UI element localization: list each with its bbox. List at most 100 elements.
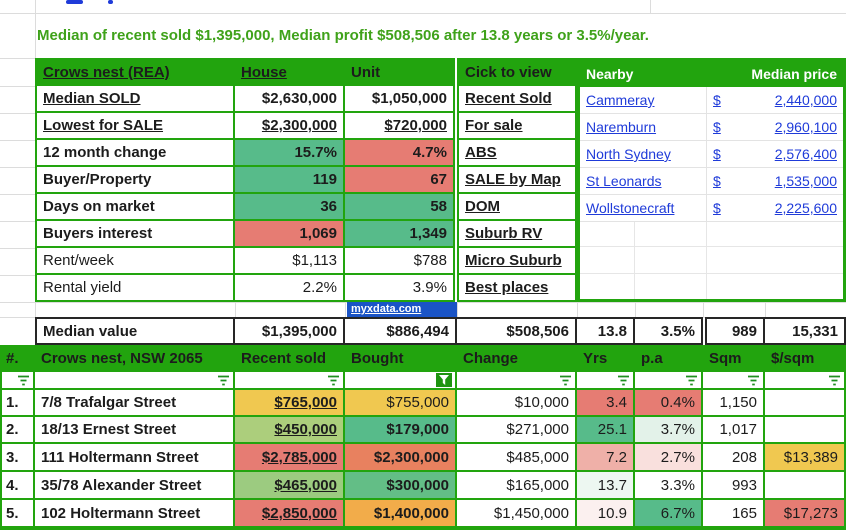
currency-symbol: $ [713, 119, 721, 135]
stat-house-median-sold: $2,630,000 [235, 86, 345, 113]
stat-unit-days-on-market: 58 [345, 194, 455, 221]
change-value: $165,000 [457, 472, 577, 500]
median-bought: $886,494 [345, 319, 457, 345]
stats-title-link[interactable]: Crows nest (REA) [37, 60, 235, 86]
yrs-value: 25.1 [577, 417, 635, 444]
link-best-places[interactable]: Best places [459, 275, 577, 302]
pa-value: 2.7% [635, 444, 703, 472]
pa-value: 3.3% [635, 472, 703, 500]
stat-label-days-on-market: Days on market [37, 194, 235, 221]
nearby-link-wollstonecraft[interactable]: Wollstonecraft [580, 195, 707, 222]
recent-sold-price-link[interactable]: $2,850,000 [235, 500, 345, 528]
col-header-yrs: Yrs [577, 347, 635, 372]
nearby-link-st-leonards[interactable]: St Leonards [580, 168, 707, 195]
filter-icon[interactable] [559, 375, 572, 386]
link-micro-suburb[interactable]: Micro Suburb [459, 248, 577, 275]
filter-icon[interactable] [617, 375, 630, 386]
col-header-per-sqm: $/sqm [765, 347, 846, 372]
summary-text: Median of recent sold $1,395,000, Median… [37, 27, 649, 44]
filter-icon[interactable] [217, 375, 230, 386]
filter-icon[interactable] [747, 375, 760, 386]
nearby-link-north-sydney[interactable]: North Sydney [580, 141, 707, 168]
row-number: 5. [2, 500, 35, 528]
stat-house-rent-week: $1,113 [235, 248, 345, 275]
stat-label-rent-week: Rent/week [37, 248, 235, 275]
partial-row-cell [2, 528, 35, 530]
stat-house-lowest-sale: $2,300,000 [235, 113, 345, 140]
partial-row-cell [235, 528, 345, 530]
filter-cell-per-sqm[interactable] [765, 372, 846, 390]
filter-cell-num[interactable] [2, 372, 35, 390]
partial-row-cell [457, 528, 577, 530]
active-filter-icon[interactable] [436, 373, 452, 387]
per-sqm-value: $13,389 [765, 444, 846, 472]
filter-cell-sqm[interactable] [703, 372, 765, 390]
address-cell: 7/8 Trafalgar Street [35, 390, 235, 417]
myxdata-link[interactable]: myxdata.com [347, 302, 457, 317]
link-suburb-rv[interactable]: Suburb RV [459, 221, 577, 248]
partial-row-cell [703, 528, 765, 530]
pa-value: 3.7% [635, 417, 703, 444]
yrs-value: 13.7 [577, 472, 635, 500]
stats-table: Crows nest (REA) House Unit Median SOLD … [35, 58, 455, 302]
sqm-value: 208 [703, 444, 765, 472]
nearby-price-naremburn: $ 2,960,100 [707, 114, 843, 141]
filter-cell-address[interactable] [35, 372, 235, 390]
bought-price: $2,300,000 [345, 444, 457, 472]
partial-row-cell [345, 528, 457, 530]
nearby-price-cammeray: $ 2,440,000 [707, 87, 843, 114]
nearby-price-value: 2,225,600 [774, 200, 837, 216]
row-number: 2. [2, 417, 35, 444]
filter-icon[interactable] [17, 375, 30, 386]
per-sqm-value [765, 417, 846, 444]
filter-cell-pa[interactable] [635, 372, 703, 390]
filter-cell-recent-sold[interactable] [235, 372, 345, 390]
filter-cell-change[interactable] [457, 372, 577, 390]
sqm-value: 1,150 [703, 390, 765, 417]
col-header-num: #. [2, 347, 35, 372]
col-header-pa: p.a [635, 347, 703, 372]
col-header-sqm: Sqm [703, 347, 765, 372]
nearby-price-wollstonecraft: $ 2,225,600 [707, 195, 843, 222]
recent-sold-price-link[interactable]: $2,785,000 [235, 444, 345, 472]
link-dom[interactable]: DOM [459, 194, 577, 221]
recent-sold-price-link[interactable]: $450,000 [235, 417, 345, 444]
per-sqm-value: $17,273 [765, 500, 846, 528]
stat-house-12mo-change: 15.7% [235, 140, 345, 167]
recent-sold-price-link[interactable]: $765,000 [235, 390, 345, 417]
nearby-link-cammeray[interactable]: Cammeray [580, 87, 707, 114]
link-abs[interactable]: ABS [459, 140, 577, 167]
nearby-price-value: 1,535,000 [774, 173, 837, 189]
row-number: 1. [2, 390, 35, 417]
partial-row-cell [765, 528, 846, 530]
stat-label-lowest-sale[interactable]: Lowest for SALE [37, 113, 235, 140]
address-cell: 111 Holtermann Street [35, 444, 235, 472]
click-to-view-header: Cick to view [459, 60, 577, 86]
stat-unit-12mo-change: 4.7% [345, 140, 455, 167]
stat-unit-buyer-property: 67 [345, 167, 455, 194]
median-value-label: Median value [37, 319, 235, 345]
stats-col-house[interactable]: House [235, 60, 345, 86]
bought-price: $179,000 [345, 417, 457, 444]
filter-icon[interactable] [327, 375, 340, 386]
link-recent-sold[interactable]: Recent Sold [459, 86, 577, 113]
bought-price: $300,000 [345, 472, 457, 500]
partial-row-cell [577, 528, 635, 530]
filter-icon[interactable] [685, 375, 698, 386]
per-sqm-value [765, 390, 846, 417]
link-for-sale[interactable]: For sale [459, 113, 577, 140]
nearby-link-naremburn[interactable]: Naremburn [580, 114, 707, 141]
nearby-price-header: Median price [707, 61, 843, 87]
link-sale-by-map[interactable]: SALE by Map [459, 167, 577, 194]
stat-unit-lowest-sale: $720,000 [345, 113, 455, 140]
address-cell: 102 Holtermann Street [35, 500, 235, 528]
filter-cell-yrs[interactable] [577, 372, 635, 390]
filter-icon[interactable] [828, 375, 841, 386]
stat-unit-rent-week: $788 [345, 248, 455, 275]
stat-label-median-sold[interactable]: Median SOLD [37, 86, 235, 113]
median-value-row: Median value $1,395,000 $886,494 $508,50… [35, 317, 703, 345]
bought-price: $755,000 [345, 390, 457, 417]
filter-cell-bought[interactable] [345, 372, 457, 390]
recent-sold-price-link[interactable]: $465,000 [235, 472, 345, 500]
